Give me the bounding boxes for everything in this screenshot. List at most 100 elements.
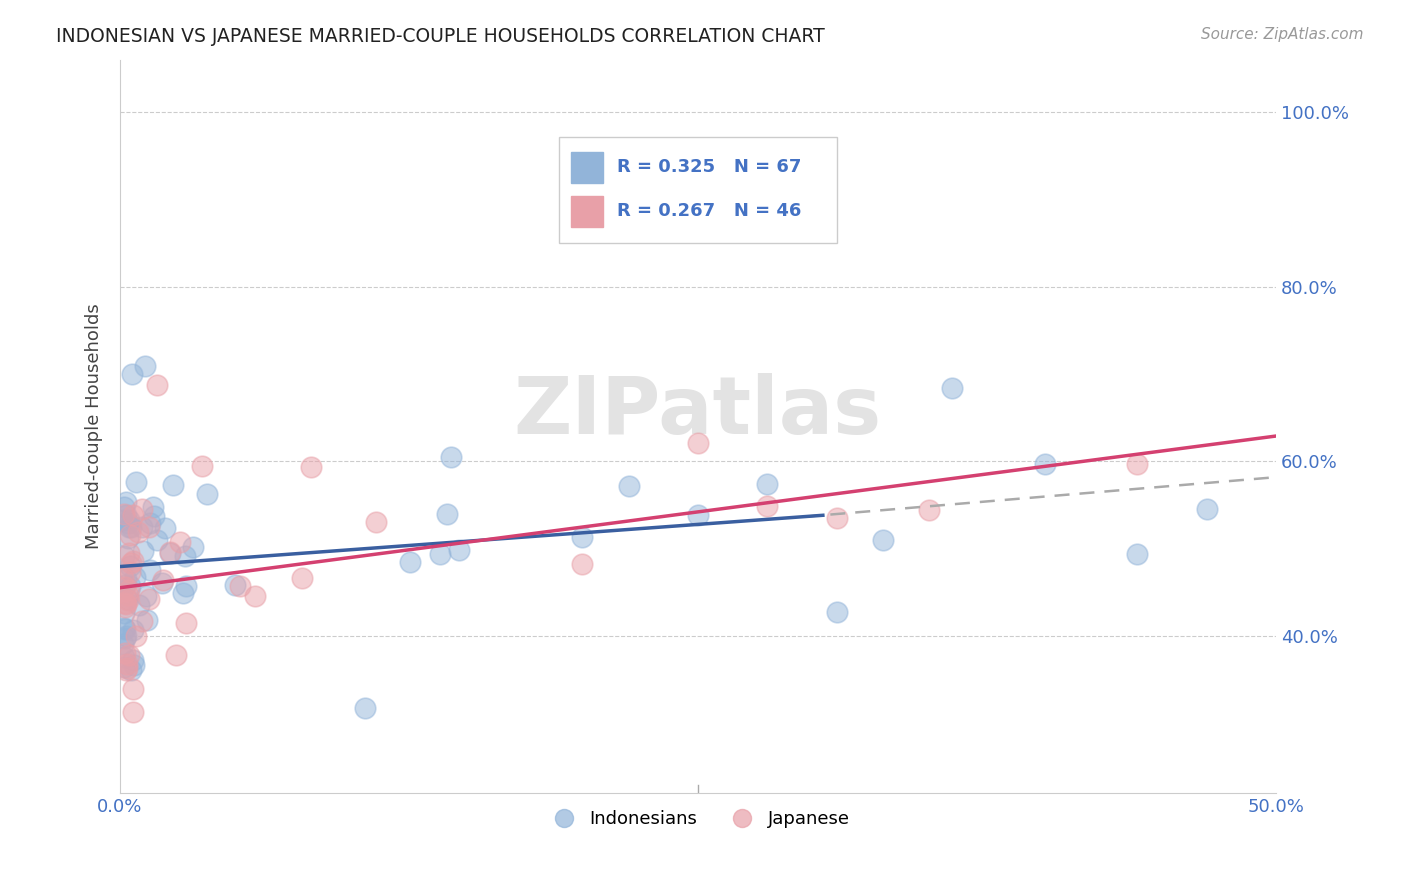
- Point: [756, 476, 779, 491]
- Point: [127, 525, 149, 540]
- Point: [1195, 502, 1218, 516]
- Point: [142, 508, 165, 523]
- Point: [145, 378, 167, 392]
- Point: [122, 657, 145, 672]
- Point: [1126, 547, 1149, 561]
- Point: [131, 502, 153, 516]
- Point: [291, 572, 314, 586]
- Point: [145, 533, 167, 547]
- Point: [114, 600, 136, 615]
- Point: [120, 558, 142, 573]
- Point: [117, 516, 139, 530]
- Point: [114, 631, 136, 645]
- Point: [139, 563, 162, 577]
- Point: [617, 479, 640, 493]
- Point: [117, 657, 139, 671]
- Point: [117, 661, 139, 675]
- Point: [114, 646, 136, 660]
- Point: [162, 477, 184, 491]
- Point: [115, 508, 138, 522]
- Point: [112, 659, 135, 673]
- Point: [124, 628, 146, 642]
- Bar: [571, 152, 603, 183]
- Point: [121, 705, 143, 719]
- Point: [224, 578, 246, 592]
- Point: [128, 599, 150, 613]
- Point: [918, 503, 941, 517]
- Point: [191, 459, 214, 474]
- Point: [120, 520, 142, 534]
- Point: [353, 700, 375, 714]
- Point: [436, 508, 458, 522]
- Point: [447, 542, 470, 557]
- Point: [155, 521, 177, 535]
- Point: [686, 436, 709, 450]
- Bar: [571, 196, 603, 227]
- Text: INDONESIAN VS JAPANESE MARRIED-COUPLE HOUSEHOLDS CORRELATION CHART: INDONESIAN VS JAPANESE MARRIED-COUPLE HO…: [56, 27, 825, 45]
- Point: [181, 540, 204, 554]
- Point: [114, 580, 136, 594]
- Point: [115, 597, 138, 611]
- Point: [1126, 458, 1149, 472]
- Point: [152, 573, 174, 587]
- Point: [941, 382, 963, 396]
- Point: [112, 606, 135, 620]
- Point: [111, 637, 134, 651]
- Point: [132, 544, 155, 558]
- Point: [366, 515, 388, 529]
- Point: [112, 549, 135, 564]
- Point: [159, 546, 181, 560]
- Point: [872, 533, 894, 548]
- Point: [115, 592, 138, 607]
- Point: [114, 572, 136, 586]
- Point: [117, 588, 139, 602]
- Legend: Indonesians, Japanese: Indonesians, Japanese: [538, 803, 858, 836]
- Point: [1033, 458, 1056, 472]
- Point: [122, 508, 145, 522]
- Point: [138, 520, 160, 534]
- Point: [112, 571, 135, 585]
- Point: [115, 663, 138, 677]
- Point: [195, 486, 218, 500]
- Y-axis label: Married-couple Households: Married-couple Households: [86, 303, 103, 549]
- Point: [121, 623, 143, 637]
- Point: [117, 532, 139, 546]
- Point: [165, 648, 187, 663]
- Point: [124, 570, 146, 584]
- Point: [118, 519, 141, 533]
- Text: R = 0.325   N = 67: R = 0.325 N = 67: [617, 159, 801, 177]
- Point: [121, 367, 143, 381]
- Point: [114, 629, 136, 643]
- Point: [118, 513, 141, 527]
- Point: [398, 556, 420, 570]
- Point: [121, 554, 143, 568]
- Point: [118, 648, 141, 663]
- Text: ZIPatlas: ZIPatlas: [513, 373, 882, 450]
- Point: [118, 527, 141, 541]
- Point: [174, 579, 197, 593]
- Point: [825, 510, 848, 524]
- Point: [134, 359, 156, 373]
- Point: [440, 450, 463, 464]
- Point: [142, 500, 165, 515]
- Point: [159, 545, 181, 559]
- Point: [136, 613, 159, 627]
- Point: [120, 664, 142, 678]
- Point: [686, 508, 709, 523]
- Point: [172, 586, 194, 600]
- Point: [138, 516, 160, 530]
- Point: [112, 507, 135, 521]
- Point: [112, 500, 135, 515]
- Point: [245, 589, 267, 603]
- Point: [173, 549, 195, 564]
- Point: [118, 545, 141, 559]
- Point: [125, 475, 148, 489]
- Text: R = 0.267   N = 46: R = 0.267 N = 46: [617, 202, 801, 220]
- Point: [571, 558, 593, 572]
- Point: [122, 682, 145, 697]
- Point: [131, 614, 153, 628]
- Point: [174, 615, 197, 630]
- Point: [169, 535, 191, 549]
- Point: [117, 593, 139, 607]
- Point: [229, 579, 252, 593]
